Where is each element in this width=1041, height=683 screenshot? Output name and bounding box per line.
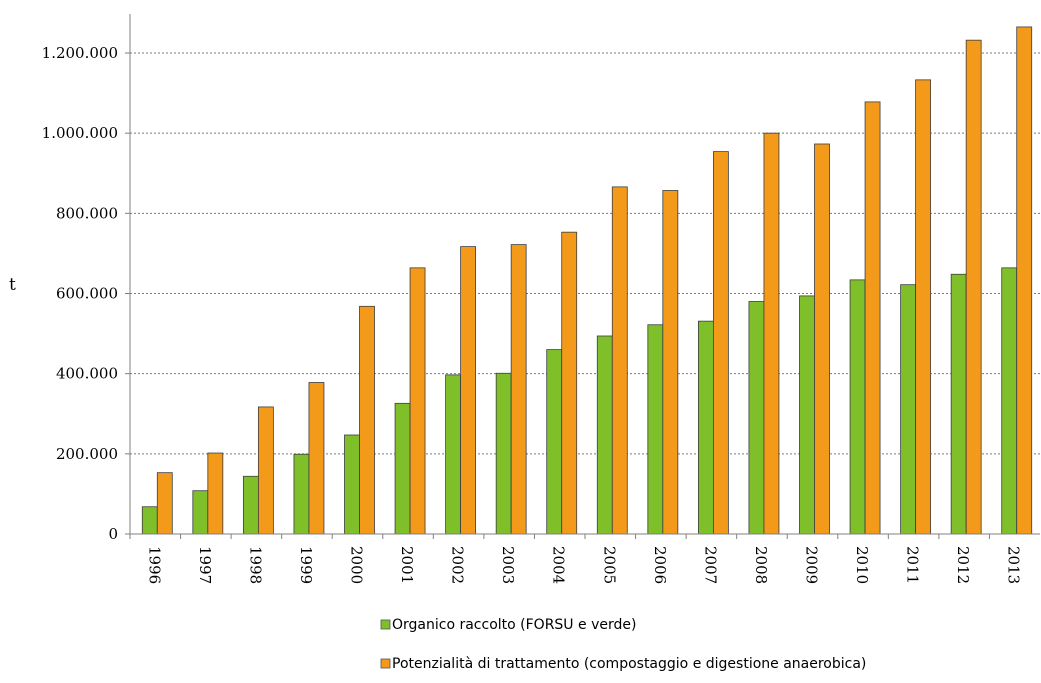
bar-organico bbox=[293, 453, 310, 535]
legend-item-organico: Organico raccolto (FORSU e verde) bbox=[380, 617, 636, 633]
y-tick-label: 600.000 bbox=[56, 285, 118, 303]
bar-organico bbox=[344, 434, 360, 535]
bar-potenzialita bbox=[156, 472, 173, 535]
legend: Organico raccolto (FORSU e verde) Potenz… bbox=[380, 617, 866, 672]
bar-potenzialita bbox=[409, 267, 426, 535]
bar-potenzialita bbox=[1016, 26, 1033, 535]
y-tick-label: 1.200.000 bbox=[42, 44, 118, 62]
y-tick-label: 200.000 bbox=[56, 445, 118, 463]
bar-organico bbox=[141, 506, 158, 535]
legend-label-organico: Organico raccolto (FORSU e verde) bbox=[392, 617, 636, 633]
x-tick-label: 2010 bbox=[853, 546, 871, 584]
x-tick-label: 2007 bbox=[701, 546, 719, 584]
bar-organico bbox=[596, 335, 613, 535]
legend-swatch-potenzialita bbox=[380, 658, 391, 669]
x-tick-label: 1998 bbox=[246, 546, 264, 584]
bar-organico bbox=[748, 301, 765, 535]
bar-organico bbox=[849, 279, 866, 535]
bar-potenzialita bbox=[965, 39, 982, 535]
bar-potenzialita bbox=[359, 305, 375, 535]
bar-potenzialita bbox=[814, 143, 830, 535]
bar-potenzialita bbox=[712, 151, 729, 535]
x-tick-label: 2002 bbox=[449, 546, 467, 584]
bar-potenzialita bbox=[915, 79, 932, 535]
x-tick-label: 2000 bbox=[348, 546, 366, 584]
bar-organico bbox=[697, 320, 714, 535]
bar-potenzialita bbox=[864, 101, 881, 535]
x-tick-label: 2006 bbox=[651, 546, 669, 584]
x-tick-label: 2001 bbox=[398, 546, 416, 584]
bar-potenzialita bbox=[662, 190, 679, 535]
bars bbox=[141, 26, 1033, 535]
bar-organico bbox=[242, 475, 259, 535]
bar-potenzialita bbox=[207, 452, 224, 535]
bar-organico bbox=[445, 374, 462, 535]
y-tick-label: 400.000 bbox=[56, 365, 118, 383]
x-tick-label: 1997 bbox=[196, 546, 214, 584]
y-tick-labels: 0 200.000 400.000 600.000 800.000 1.000.000 1.… bbox=[42, 44, 118, 543]
legend-swatch-organico bbox=[380, 619, 391, 630]
x-tick-label: 2013 bbox=[1005, 546, 1023, 584]
bar-organico bbox=[1001, 267, 1018, 535]
y-tick-label: 800.000 bbox=[56, 204, 118, 222]
y-tick-label: 0 bbox=[108, 525, 118, 543]
x-tick-label: 2003 bbox=[499, 546, 517, 584]
bar-organico bbox=[950, 273, 967, 535]
bar-organico bbox=[495, 372, 512, 535]
legend-label-potenzialita: Potenzialità di trattamento (compostaggi… bbox=[392, 656, 866, 672]
x-tick-label: 2005 bbox=[600, 546, 618, 584]
y-tick-label: 1.000.000 bbox=[42, 124, 118, 142]
bar-potenzialita bbox=[510, 244, 527, 535]
bar-organico bbox=[799, 295, 815, 535]
bar-organico bbox=[546, 349, 563, 535]
bar-potenzialita bbox=[611, 186, 628, 535]
gridlines bbox=[125, 52, 1040, 535]
x-tick-label: 2004 bbox=[550, 546, 568, 584]
x-tick-label: 1999 bbox=[297, 546, 315, 584]
x-tick-label: 2011 bbox=[904, 546, 922, 584]
x-tick-labels: 1996 1997 1998 1999 2000 2001 2002 2003 2004 2005… bbox=[129, 534, 1023, 584]
bar-organico bbox=[394, 402, 411, 535]
bar-potenzialita bbox=[460, 246, 477, 535]
bar-organico bbox=[900, 284, 917, 535]
bar-potenzialita bbox=[257, 406, 274, 535]
x-tick-label: 2012 bbox=[954, 546, 972, 584]
legend-item-potenzialita: Potenzialità di trattamento (compostaggi… bbox=[380, 656, 866, 672]
bar-potenzialita bbox=[763, 132, 780, 535]
x-tick-label: 2008 bbox=[752, 546, 770, 584]
bar-organico bbox=[192, 490, 209, 535]
bar-potenzialita bbox=[561, 231, 578, 535]
bar-organico bbox=[647, 324, 664, 535]
x-tick-label: 2009 bbox=[803, 546, 821, 584]
y-axis-label: t bbox=[9, 275, 16, 295]
x-tick-label: 1996 bbox=[145, 546, 163, 584]
bar-potenzialita bbox=[308, 382, 325, 535]
